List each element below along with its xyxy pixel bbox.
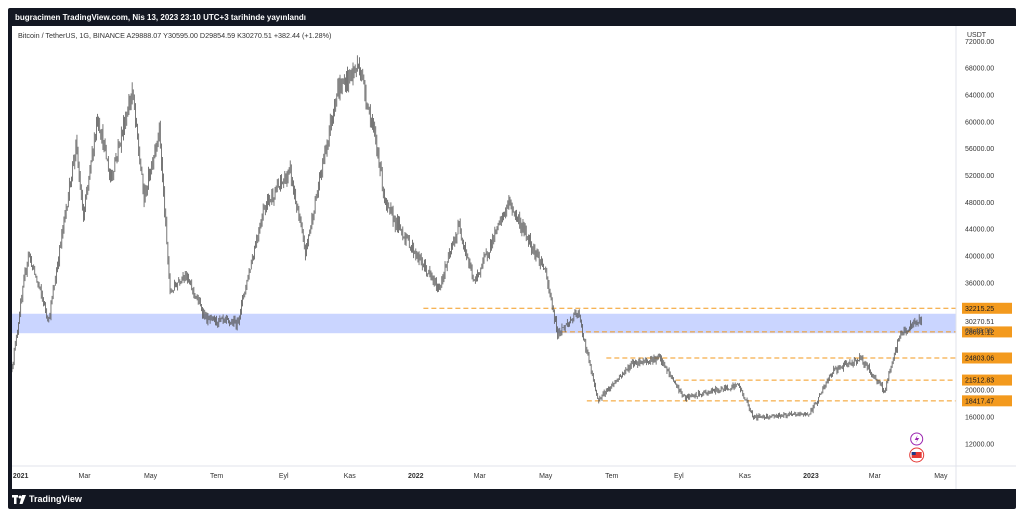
x-tick-label: 2023 <box>803 473 819 480</box>
current-price-label: 30270.51 <box>965 319 994 326</box>
x-tick-label: Mar <box>79 473 92 480</box>
marker-price-tag: 28691.12 <box>965 329 994 336</box>
x-tick-label: Mar <box>869 473 882 480</box>
candle-countdown: 03:49:06 <box>965 328 992 335</box>
x-tick-label: 2022 <box>408 473 424 480</box>
y-tick-label: 64000.00 <box>965 93 994 100</box>
y-tick-label: 68000.00 <box>965 66 994 73</box>
x-tick-label: Kas <box>739 473 752 480</box>
x-tick-label: May <box>934 473 948 480</box>
marker-price-tag-bg <box>962 326 1012 338</box>
level-price-tag: 32215.25 <box>965 306 994 313</box>
tradingview-logo-icon <box>12 494 26 504</box>
x-tick-label: May <box>539 473 553 480</box>
chart-background <box>12 26 1016 489</box>
y-axis-unit: USDT <box>967 32 987 39</box>
y-tick-label: 40000.00 <box>965 254 994 261</box>
level-price-tag-bg <box>962 352 1012 364</box>
y-tick-label: 60000.00 <box>965 119 994 126</box>
x-tick-label: Kas <box>344 473 357 480</box>
x-tick-label: 2021 <box>13 473 29 480</box>
y-tick-label: 72000.00 <box>965 39 994 46</box>
y-tick-label: 20000.00 <box>965 388 994 395</box>
flag-glyph <box>911 452 922 458</box>
y-tick-label: 48000.00 <box>965 200 994 207</box>
y-tick-label: 52000.00 <box>965 173 994 180</box>
level-price-tag-bg <box>962 395 1012 407</box>
level-price-tag: 18417.47 <box>965 398 994 405</box>
x-tick-label: Eyl <box>279 473 289 480</box>
y-tick-label: 56000.00 <box>965 146 994 153</box>
chart-legend[interactable]: Bitcoin / TetherUS, 1G, BINANCE A29888.0… <box>18 31 331 40</box>
x-tick-label: Tem <box>605 473 618 480</box>
level-price-tag-bg <box>962 302 1012 314</box>
y-tick-label: 12000.00 <box>965 441 994 448</box>
support-zone <box>12 313 956 334</box>
y-tick-label: 44000.00 <box>965 227 994 234</box>
y-tick-label: 16000.00 <box>965 415 994 422</box>
publish-line: bugracimen TradingView.com, Nis 13, 2023… <box>15 13 306 22</box>
flag-canton <box>911 452 916 455</box>
publish-header: bugracimen TradingView.com, Nis 13, 2023… <box>8 8 1016 26</box>
x-tick-label: Tem <box>210 473 223 480</box>
tradingview-brand[interactable]: TradingView <box>12 494 82 504</box>
x-tick-label: Eyl <box>674 473 684 480</box>
lightning-glyph <box>914 435 920 443</box>
level-price-tag: 21512.83 <box>965 378 994 385</box>
tradingview-brand-label: TradingView <box>29 494 82 504</box>
x-tick-label: Mar <box>474 473 487 480</box>
x-tick-label: May <box>144 473 158 480</box>
level-price-tag-bg <box>962 374 1012 386</box>
level-price-tag: 24803.06 <box>965 355 994 362</box>
y-tick-label: 36000.00 <box>965 280 994 287</box>
